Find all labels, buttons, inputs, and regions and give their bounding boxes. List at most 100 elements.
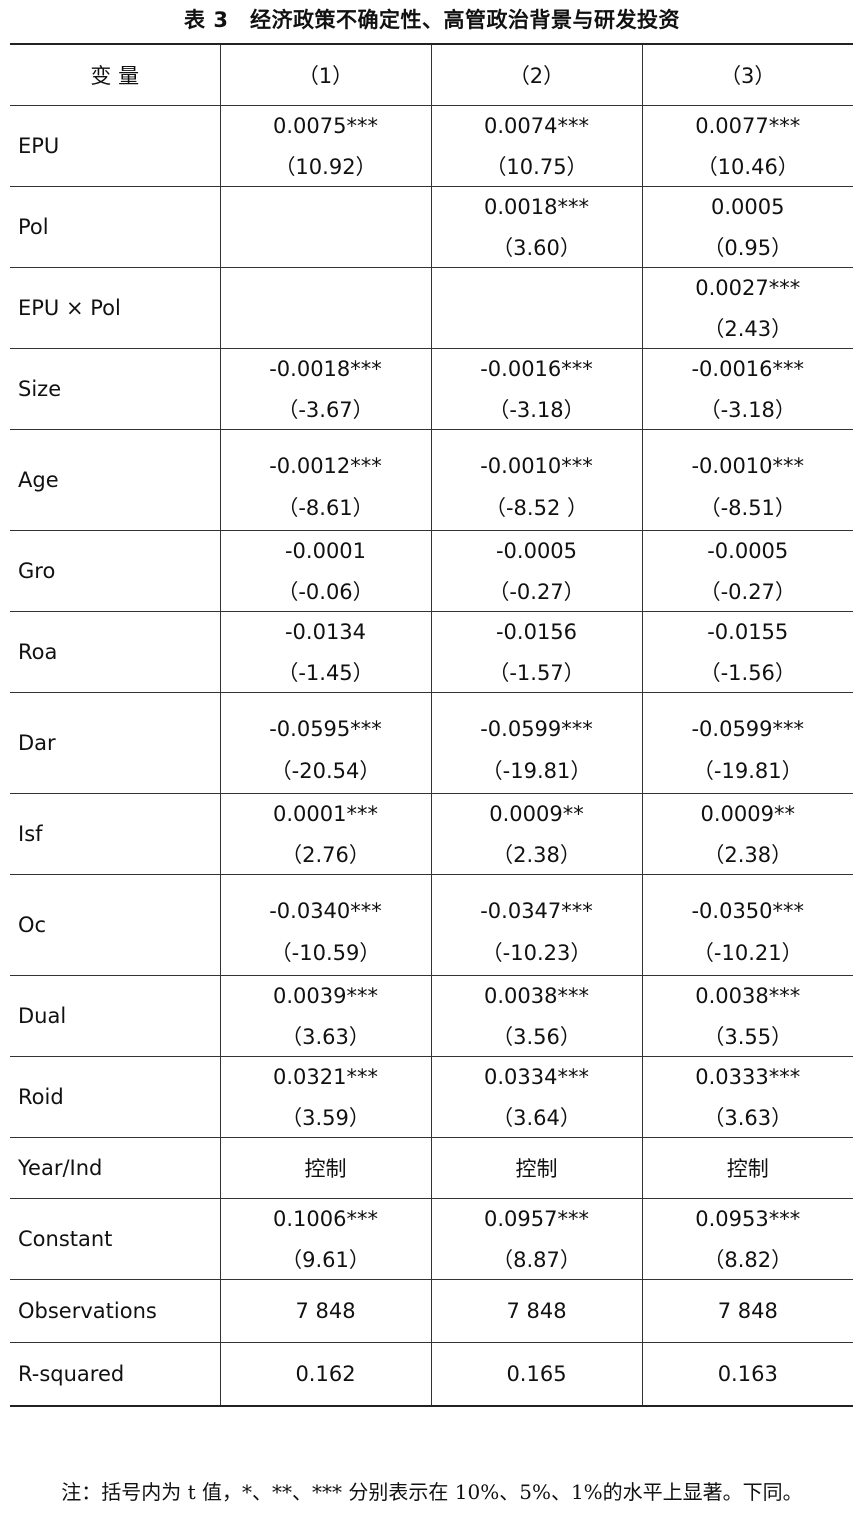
t-value: （-1.57） [488, 661, 585, 685]
coefficient: 0.0027*** [695, 276, 801, 300]
t-value: （2.38） [492, 843, 581, 867]
table-cell: -0.0010*** （-8.51） [641, 429, 853, 531]
t-value: （-19.81） [692, 759, 803, 783]
coefficient: -0.0599*** [480, 717, 593, 741]
t-value: （-10.23） [481, 941, 592, 965]
t-value: （-19.81） [481, 759, 592, 783]
control-indicator: 控制 [641, 1137, 853, 1199]
table-cell: -0.0340*** （-10.59） [219, 874, 431, 976]
table-cell: 0.0009** （2.38） [641, 793, 853, 875]
t-value: （-10.21） [692, 941, 803, 965]
control-indicator: 控制 [430, 1137, 642, 1199]
t-value: （-3.67） [277, 398, 374, 422]
header-col3: （3） [641, 44, 853, 106]
table-row: Dar -0.0595*** （-20.54） -0.0599*** （-19.81… [10, 692, 853, 794]
row-label: R-squared [10, 1342, 220, 1406]
coefficient: -0.0350*** [691, 899, 805, 923]
observations-value: 7 848 [430, 1279, 642, 1343]
table-cell: 0.0039*** （3.63） [219, 975, 431, 1057]
table-row: EPU × Pol 0.0027*** （2.43） [10, 267, 853, 349]
table-cell: 0.0038*** （3.55） [641, 975, 853, 1057]
row-label: Oc [10, 874, 220, 976]
coefficient: 0.0009** [700, 802, 795, 826]
coefficient: -0.0005 [707, 539, 789, 563]
table-cell: 0.0333*** （3.63） [641, 1056, 853, 1138]
coefficient: 0.0005 [711, 195, 785, 219]
table-cell: -0.0010*** （-8.52 ） [430, 429, 642, 531]
coefficient: 0.0321*** [273, 1065, 378, 1089]
t-value: （10.75） [485, 155, 588, 179]
t-value: （3.59） [281, 1106, 370, 1130]
coefficient: 0.0074*** [484, 114, 589, 138]
coefficient: 0.0039*** [273, 984, 378, 1008]
table-row: Age -0.0012*** （-8.61） -0.0010*** （-8.52 ）… [10, 429, 853, 531]
t-value: （10.46） [696, 155, 799, 179]
row-label: Isf [10, 793, 220, 875]
coefficient: -0.0599*** [691, 717, 805, 741]
t-value: （8.82） [703, 1248, 793, 1272]
row-label: Size [10, 348, 220, 430]
table-cell: 0.0077*** （10.46） [641, 105, 853, 187]
table-row: Year/Ind 控制 控制 控制 [10, 1137, 853, 1199]
row-label: EPU × Pol [10, 267, 220, 349]
t-value: （-1.56） [699, 661, 796, 685]
t-value: （-1.45） [277, 661, 374, 685]
table-row: EPU 0.0075*** （10.92） 0.0074*** （10.75） 0.… [10, 105, 853, 187]
t-value: （3.56） [492, 1025, 581, 1049]
coefficient: 0.0038*** [695, 984, 801, 1008]
table-cell: -0.0347*** （-10.23） [430, 874, 642, 976]
t-value: （2.43） [703, 317, 793, 341]
coefficient: -0.0010*** [480, 454, 593, 478]
row-label: Roid [10, 1056, 220, 1138]
regression-table: 变 量 （1） （2） （3） EPU 0.0075*** （10.92） 0.0… [10, 43, 853, 1407]
table-cell: 0.0027*** （2.43） [641, 267, 853, 349]
table-cell [219, 267, 431, 349]
header-row: 变 量 （1） （2） （3） [10, 44, 853, 106]
table-cell: 0.0321*** （3.59） [219, 1056, 431, 1138]
coefficient: -0.0340*** [269, 899, 382, 923]
coefficient: 0.0009** [489, 802, 584, 826]
coefficient: -0.0016*** [480, 357, 593, 381]
header-variable: 变 量 [90, 64, 140, 88]
coefficient: 0.0038*** [484, 984, 589, 1008]
table-cell [430, 267, 642, 349]
t-value: （2.38） [703, 843, 793, 867]
table-cell: 0.0334*** （3.64） [430, 1056, 642, 1138]
coefficient: -0.0134 [284, 620, 367, 644]
coefficient: -0.0018*** [269, 357, 382, 381]
row-label: EPU [10, 105, 220, 187]
t-value: （0.95） [703, 236, 793, 260]
coefficient: 0.0077*** [695, 114, 801, 138]
row-label: Observations [10, 1279, 220, 1343]
table-cell: 0.1006*** （9.61） [219, 1198, 431, 1280]
row-label: Constant [10, 1198, 220, 1280]
t-value: （3.63） [281, 1025, 370, 1049]
row-label: Age [10, 429, 220, 531]
coefficient: -0.0005 [495, 539, 578, 563]
control-indicator: 控制 [219, 1137, 431, 1199]
table-cell: -0.0005 （-0.27） [430, 530, 642, 612]
header-col2: （2） [430, 44, 642, 106]
table-row: Size -0.0018*** （-3.67） -0.0016*** （-3.18）… [10, 348, 853, 430]
t-value: （8.87） [492, 1248, 581, 1272]
table-row: Roa -0.0134 （-1.45） -0.0156 （-1.57） -0.015… [10, 611, 853, 693]
t-value: （-8.61） [277, 496, 374, 520]
table-cell: -0.0599*** （-19.81） [641, 692, 853, 794]
t-value: （-8.52 ） [484, 496, 588, 520]
table-row: Dual 0.0039*** （3.63） 0.0038*** （3.56） 0.0… [10, 975, 853, 1057]
table-cell: 0.0953*** （8.82） [641, 1198, 853, 1280]
table-row: Constant 0.1006*** （9.61） 0.0957*** （8.87）… [10, 1198, 853, 1280]
t-value: （-3.18） [488, 398, 585, 422]
table-note: 注：括号内为 t 值，*、**、*** 分别表示在 10%、5%、1%的水平上显… [61, 1480, 803, 1504]
coefficient: -0.0012*** [269, 454, 382, 478]
row-label: Pol [10, 186, 220, 268]
rsquared-value: 0.165 [430, 1342, 642, 1406]
t-value: （-0.06） [277, 580, 374, 604]
table-cell: -0.0595*** （-20.54） [219, 692, 431, 794]
t-value: （10.92） [274, 155, 377, 179]
table-cell: 0.0018*** （3.60） [430, 186, 642, 268]
t-value: （-8.51） [699, 496, 796, 520]
t-value: （9.61） [281, 1248, 370, 1272]
coefficient: 0.0957*** [484, 1207, 589, 1231]
coefficient: 0.0075*** [273, 114, 378, 138]
